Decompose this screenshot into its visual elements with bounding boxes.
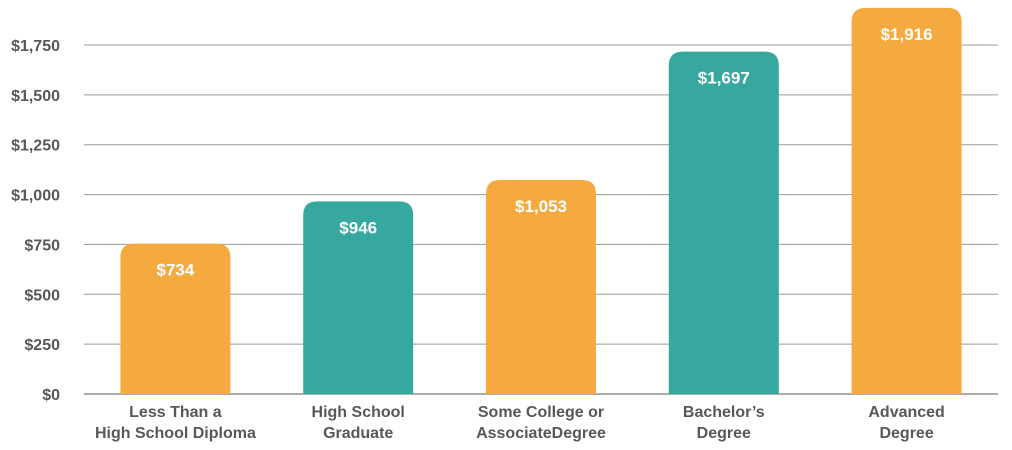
bar-value-label: $1,697 [698, 69, 750, 88]
x-tick-label-line: Degree [697, 425, 751, 442]
data-labels: $734 $946 $1,053 $1,697 $1,916 [156, 25, 932, 280]
y-tick-label: $1,000 [11, 188, 60, 205]
bars [120, 7, 962, 395]
bar-value-label: $1,053 [515, 197, 567, 216]
y-tick-label: $500 [24, 287, 60, 304]
x-tick-label: High School Graduate [312, 404, 405, 442]
bar-value-label: $946 [339, 218, 377, 237]
x-tick-label-line: Bachelor’s [683, 404, 765, 421]
x-tick-label-line: High School [312, 404, 405, 421]
x-tick-label-line: AssociateDegree [476, 425, 606, 442]
y-tick-label: $1,750 [11, 38, 60, 55]
x-tick-label-line: Degree [879, 425, 933, 442]
x-tick-label: Some College or AssociateDegree [476, 404, 606, 442]
x-tick-label: Advanced Degree [868, 404, 944, 442]
bar [668, 51, 779, 395]
y-tick-label: $0 [42, 387, 60, 404]
x-tick-label-line: Graduate [323, 425, 393, 442]
y-tick-label: $1,250 [11, 138, 60, 155]
bar-value-label: $734 [156, 261, 194, 280]
y-tick-label: $250 [24, 337, 60, 354]
x-tick-label-line: High School Diploma [95, 425, 256, 442]
bar [851, 7, 962, 394]
y-tick-label: $750 [24, 237, 60, 254]
y-tick-label: $1,500 [11, 88, 60, 105]
x-tick-label-line: Less Than a [129, 404, 222, 421]
bar-value-label: $1,916 [881, 25, 933, 44]
y-axis-tick-labels: $0 $250 $500 $750 $1,000 $1,250 $1,500 $1,750 [11, 38, 60, 404]
x-tick-label-line: Some College or [478, 404, 604, 421]
bar [303, 201, 414, 394]
bar [120, 243, 231, 394]
x-tick-label: Bachelor’s Degree [683, 404, 765, 442]
bar [486, 180, 596, 394]
x-tick-label: Less Than a High School Diploma [95, 404, 256, 442]
x-tick-label-line: Advanced [868, 404, 944, 421]
category-labels: Less Than a High School Diploma High Schoo… [95, 404, 945, 442]
